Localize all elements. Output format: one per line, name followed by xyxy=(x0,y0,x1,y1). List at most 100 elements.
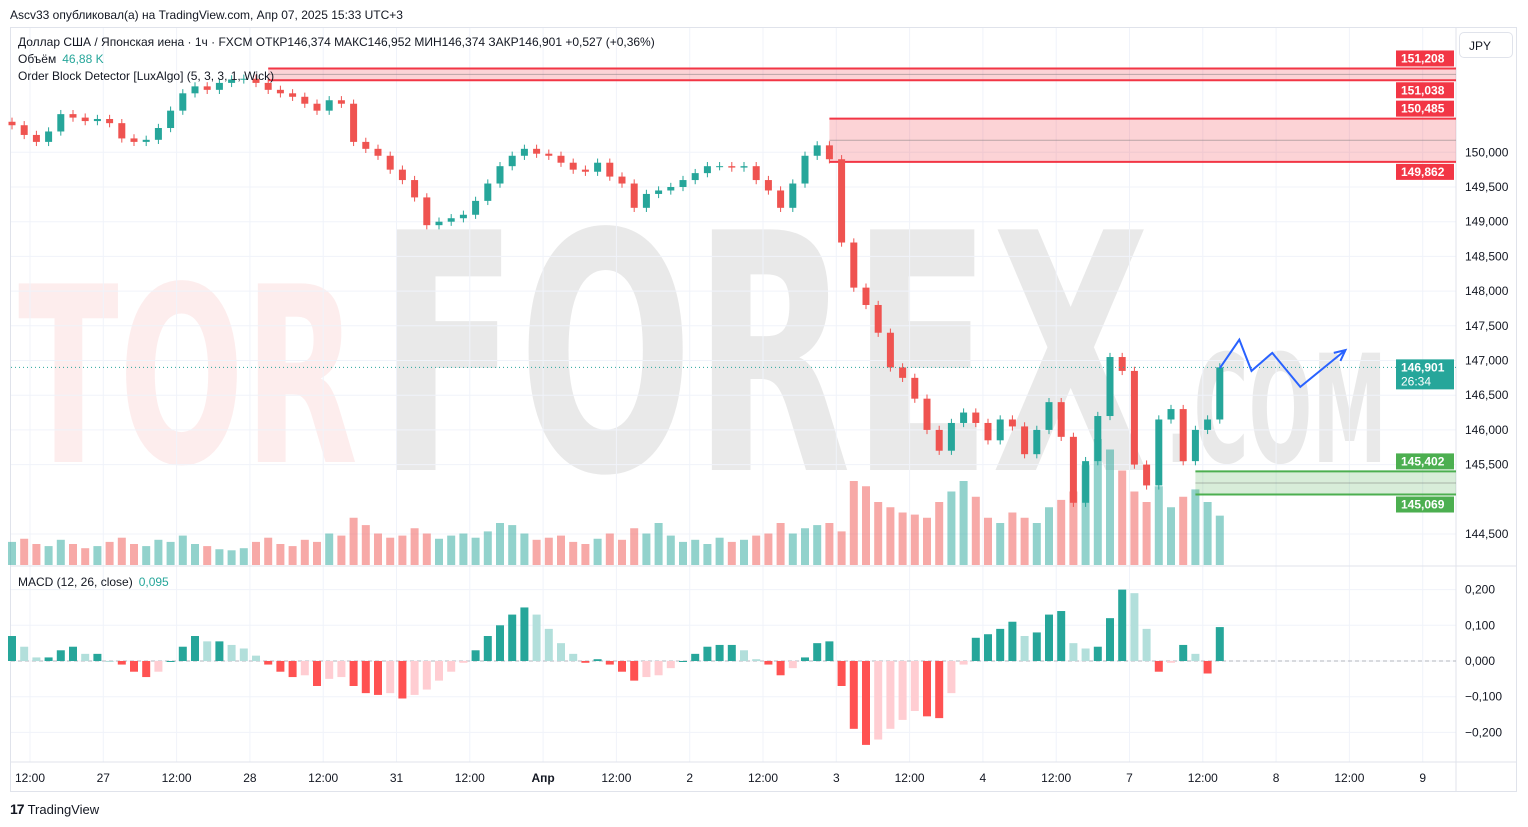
currency-button[interactable]: JPY xyxy=(1459,32,1513,58)
volume-bar xyxy=(947,491,956,565)
volume-value: 46,88 K xyxy=(62,52,104,66)
candle-body xyxy=(1143,464,1151,486)
macd-histogram-bar xyxy=(935,661,944,719)
indicator-legend[interactable]: Order Block Detector [LuxAlgo] (5, 3, 3,… xyxy=(18,69,275,83)
macd-label: MACD (12, 26, close) xyxy=(18,575,133,589)
candle-body xyxy=(411,180,419,198)
price-axis-label: 150,000 xyxy=(1465,145,1509,159)
macd-histogram-bar xyxy=(1154,661,1163,672)
volume-bar xyxy=(569,541,578,565)
macd-legend[interactable]: MACD (12, 26, close) 0,095 xyxy=(18,575,169,589)
macd-histogram-bar xyxy=(471,650,480,661)
macd-histogram-bar xyxy=(520,607,529,661)
footer-logo[interactable]: 17 TradingView xyxy=(10,801,99,817)
volume-bar xyxy=(215,549,224,565)
volume-bar xyxy=(996,523,1005,565)
macd-histogram-bar xyxy=(886,661,895,729)
macd-histogram-bar xyxy=(56,650,65,661)
candle-body xyxy=(886,332,894,368)
candle-body xyxy=(228,79,236,83)
macd-histogram-bar xyxy=(1081,648,1090,661)
publisher-line: Ascv33 опубликовал(а) на TradingView.com… xyxy=(10,8,403,22)
macd-histogram-bar xyxy=(459,661,468,663)
candle-body xyxy=(520,148,528,156)
macd-histogram-bar xyxy=(825,641,834,661)
volume-bar xyxy=(971,496,980,565)
macd-histogram-bar xyxy=(947,661,956,694)
volume-bar xyxy=(313,541,321,565)
macd-histogram-bar xyxy=(679,661,687,662)
volume-bar xyxy=(862,486,870,565)
volume-bar xyxy=(508,525,517,565)
macd-histogram-bar xyxy=(166,661,175,662)
macd-histogram-bar xyxy=(1106,618,1114,661)
candle-body xyxy=(191,86,199,94)
volume-bar xyxy=(203,546,212,565)
volume-label: Объём xyxy=(18,52,57,66)
order-block-price-label: 151,038 xyxy=(1401,83,1445,97)
order-block-price-tag xyxy=(1396,82,1454,99)
volume-bar xyxy=(764,533,773,565)
candle-body xyxy=(313,103,321,111)
candle-body xyxy=(81,117,89,122)
candle-body xyxy=(1155,419,1163,486)
volume-bar xyxy=(130,544,138,565)
candle-body xyxy=(1082,461,1090,503)
macd-histogram-bar xyxy=(1215,627,1224,661)
macd-histogram-bar xyxy=(44,657,53,661)
order-block-price-tag xyxy=(1396,496,1454,513)
order-block-price-label: 145,402 xyxy=(1401,454,1445,468)
candle-body xyxy=(252,78,260,83)
volume-bar xyxy=(239,548,248,565)
candle-body xyxy=(874,304,882,333)
volume-bar xyxy=(898,512,907,565)
candle-body xyxy=(679,180,687,187)
candle-body xyxy=(594,162,602,172)
macd-histogram-bar xyxy=(117,661,126,665)
candle-body xyxy=(1057,402,1065,437)
candle-body xyxy=(789,183,797,208)
volume-bar xyxy=(886,507,895,565)
volume-bar xyxy=(642,533,651,565)
order-block-price-tag xyxy=(1396,163,1454,180)
volume-bar xyxy=(8,541,16,565)
x-tick-label: 4 xyxy=(980,771,987,785)
macd-histogram-bar xyxy=(715,644,724,661)
macd-histogram-bar xyxy=(93,653,102,661)
macd-histogram-bar xyxy=(862,661,870,745)
volume-bar xyxy=(1069,491,1078,565)
volume-bar xyxy=(544,537,553,565)
candle-body xyxy=(106,118,114,124)
macd-histogram-bar xyxy=(361,661,370,694)
volume-bar xyxy=(483,531,492,565)
x-tick-label: Апр xyxy=(531,771,554,785)
order-block-price-tag xyxy=(1396,50,1454,67)
macd-histogram-bar xyxy=(496,625,504,661)
projection-arrowhead-icon xyxy=(1333,348,1348,362)
volume-bar xyxy=(142,546,151,565)
price-axis-label: 147,000 xyxy=(1465,354,1509,368)
candle-body xyxy=(703,166,711,174)
volume-bar xyxy=(1057,499,1066,565)
macd-histogram-bar xyxy=(422,661,431,690)
candle-body xyxy=(728,166,736,168)
macd-histogram-bar xyxy=(252,655,260,661)
candle-body xyxy=(996,419,1004,441)
x-tick-label: 12:00 xyxy=(601,771,631,785)
macd-histogram-bar xyxy=(288,661,297,678)
macd-histogram-bar xyxy=(239,648,248,661)
macd-histogram-bar xyxy=(666,661,675,669)
candle-body xyxy=(655,190,663,194)
volume-bar xyxy=(154,539,163,565)
volume-bar xyxy=(1203,502,1212,565)
x-tick-label: 27 xyxy=(97,771,111,785)
volume-bar xyxy=(959,481,968,565)
macd-histogram-bar xyxy=(923,661,931,717)
volume-bar xyxy=(264,537,273,565)
candle-body xyxy=(838,159,846,243)
candle-body xyxy=(545,153,553,156)
price-axis-label: 146,000 xyxy=(1465,423,1509,437)
candle-body xyxy=(130,138,138,142)
volume-bar xyxy=(1191,489,1200,565)
